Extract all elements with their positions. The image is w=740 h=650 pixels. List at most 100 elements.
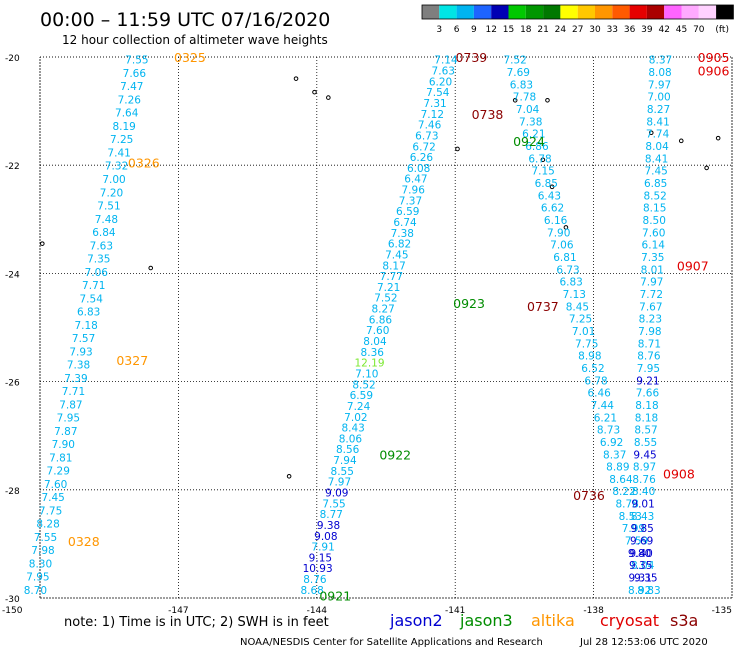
color-scale-label: 42: [658, 25, 669, 35]
wave-height-value: 7.04: [516, 104, 540, 116]
y-tick-label: -22: [5, 162, 20, 172]
wave-height-value: 7.25: [110, 134, 133, 146]
wave-height-value: 9.01: [631, 499, 654, 511]
wave-height-value: 12.19: [354, 358, 384, 370]
wave-height-value: 6.08: [407, 163, 430, 175]
wave-height-value: 7.25: [569, 314, 592, 326]
wave-height-value: 8.55: [331, 466, 354, 478]
wave-height-value: 7.67: [639, 301, 662, 313]
island-outline: [704, 165, 709, 171]
wave-height-value: 7.12: [421, 109, 444, 121]
color-scale-swatch: [612, 5, 630, 19]
island-outlines: [40, 76, 721, 479]
color-scale-label: 27: [572, 25, 583, 35]
wave-height-value: 7.55: [34, 532, 57, 544]
wave-height-value: 8.27: [647, 104, 670, 116]
island-outline: [326, 95, 331, 100]
wave-height-value: 7.41: [107, 147, 130, 159]
wave-height-value: 8.52: [643, 190, 666, 202]
wave-height-value: 8.01: [641, 264, 664, 276]
island-outline: [540, 157, 546, 163]
island-outline: [293, 76, 299, 81]
wave-height-value: 7.93: [69, 346, 92, 358]
wave-height-value: 7.38: [519, 116, 542, 128]
pass-time-label: 0739: [455, 50, 487, 65]
wave-height-value: 6.59: [396, 206, 419, 218]
wave-height-value: 7.60: [642, 227, 665, 239]
wave-height-value: 6.78: [584, 375, 607, 387]
legend-entry-altika: altika: [531, 611, 575, 630]
wave-height-value: 7.90: [52, 439, 75, 451]
wave-height-value: 8.08: [648, 67, 671, 79]
pass-time-label: 0908: [663, 467, 695, 482]
x-tick-label: -141: [445, 606, 465, 616]
wave-height-value: 7.75: [39, 505, 62, 517]
wave-height-value: 9.69: [630, 536, 653, 548]
wave-height-value: 7.13: [563, 289, 586, 301]
wave-height-value: 8.43: [341, 423, 364, 435]
wave-height-value: 7.95: [637, 363, 660, 375]
wave-height-value: 6.73: [556, 264, 579, 276]
color-scale-swatch: [698, 5, 717, 19]
wave-height-value: 7.48: [95, 214, 118, 226]
chart-title: 00:00 – 11:59 UTC 07/16/2020: [40, 9, 330, 31]
y-tick-label: -28: [5, 487, 20, 497]
color-scale-swatch: [456, 5, 474, 19]
color-scale-swatch: [560, 5, 578, 19]
wave-height-value: 8.41: [646, 116, 669, 128]
wave-height-value: 7.94: [333, 455, 357, 467]
legend-entry-jason3: jason3: [459, 611, 513, 630]
wave-height-value: 6.85: [644, 178, 667, 190]
y-tick-label: -30: [5, 595, 20, 605]
wave-height-value: 7.54: [80, 293, 104, 305]
color-scale-label: 3: [436, 25, 442, 35]
wave-height-value: 7.66: [636, 388, 660, 400]
wave-height-value: 7.20: [100, 187, 123, 199]
wave-height-value: 6.26: [410, 152, 434, 164]
wave-height-value: 9.38: [317, 520, 340, 532]
wave-height-value: 7.06: [85, 267, 109, 279]
color-scale-swatch: [508, 5, 526, 19]
wave-height-value: 6.72: [412, 141, 435, 153]
wave-height-value: 8.77: [320, 509, 343, 521]
color-scale-swatch: [577, 5, 595, 19]
wave-height-value: 9.21: [636, 375, 659, 387]
color-scale-swatch: [664, 5, 682, 19]
pass-time-label: 0924: [513, 134, 545, 149]
wave-height-value: 7.37: [399, 195, 422, 207]
wave-height-value: 7.46: [418, 120, 442, 132]
wave-height-value: 8.89: [606, 462, 629, 474]
wave-height-value: 9.85: [630, 523, 653, 535]
wave-height-value: 6.84: [92, 227, 116, 239]
color-scale-swatch: [629, 5, 647, 19]
wave-height-value: 7.60: [44, 479, 67, 491]
wave-height-value: 7.60: [366, 325, 389, 337]
footer-timestamp: Jul 28 12:53:06 UTC 2020: [579, 637, 708, 648]
wave-height-value: 9.09: [325, 488, 348, 500]
wave-height-value: 7.14: [434, 55, 458, 67]
chart-subtitle: 12 hour collection of altimeter wave hei…: [62, 33, 328, 47]
color-scale-label: 30: [589, 25, 601, 35]
wave-height-value: 7.91: [311, 542, 334, 554]
wave-height-value: 8.83: [637, 585, 660, 597]
x-tick-label: -150: [2, 606, 23, 616]
wave-height-value: 7.18: [74, 320, 97, 332]
wave-height-value: 8.76: [632, 474, 656, 486]
wave-height-value: 6.14: [642, 240, 666, 252]
wave-height-value: 9.45: [633, 449, 656, 461]
wave-height-value: 7.10: [355, 368, 378, 380]
wave-height-value: 7.39: [64, 373, 87, 385]
wave-height-value: 6.85: [535, 178, 558, 190]
island-outline: [549, 184, 555, 190]
island-outline: [40, 241, 45, 246]
wave-height-value: 6.78: [528, 153, 551, 165]
wave-height-value: 6.46: [587, 388, 611, 400]
color-scale-label: 36: [624, 25, 636, 35]
wave-height-value: 7.52: [503, 55, 526, 67]
pass-time-label: 0906: [698, 64, 730, 79]
wave-height-value: 8.41: [645, 153, 668, 165]
wave-height-value: 6.83: [559, 277, 582, 289]
wave-height-value: 7.95: [57, 413, 80, 425]
pass-time-label: 0327: [116, 353, 148, 368]
legend-entry-cryosat: cryosat: [600, 611, 659, 630]
